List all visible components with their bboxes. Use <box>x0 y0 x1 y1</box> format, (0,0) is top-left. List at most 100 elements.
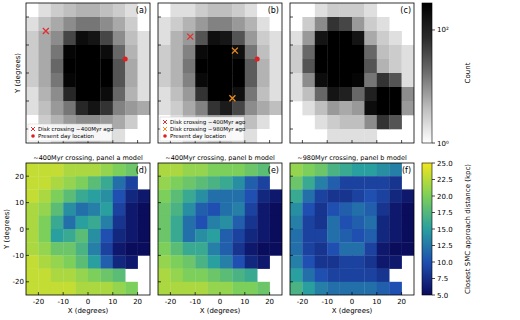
cell <box>158 255 171 269</box>
cell <box>290 163 303 177</box>
cell <box>63 203 76 217</box>
cell <box>389 203 402 217</box>
y-tick <box>290 129 293 130</box>
cell <box>51 189 64 203</box>
cell <box>270 45 282 59</box>
colorbar-tick <box>432 143 435 144</box>
cell <box>76 73 89 87</box>
x-label: X (degrees) <box>68 307 109 315</box>
cell <box>257 101 270 115</box>
cell <box>170 242 183 256</box>
cell <box>270 242 282 256</box>
cell <box>364 87 377 101</box>
cell <box>158 87 171 101</box>
cell <box>88 59 101 73</box>
cell <box>245 73 258 87</box>
cell <box>232 163 245 177</box>
cell <box>352 216 365 230</box>
cell <box>100 59 113 73</box>
cell <box>26 203 39 217</box>
cell <box>377 216 390 230</box>
cell <box>245 255 258 269</box>
x-tick-label: -20 <box>297 298 308 306</box>
cell <box>377 45 390 59</box>
cell <box>38 269 51 283</box>
cell <box>302 31 315 45</box>
cell <box>270 115 282 129</box>
cell <box>100 189 113 203</box>
x-tick <box>269 292 270 295</box>
cell <box>327 59 340 73</box>
cell <box>113 115 126 129</box>
cell <box>340 176 353 190</box>
cell <box>88 282 101 295</box>
cell <box>88 73 101 87</box>
cell <box>245 203 258 217</box>
panel-title: ~400Myr crossing, panel b model <box>165 154 275 162</box>
cell <box>113 203 126 217</box>
cell <box>327 176 340 190</box>
y-tick <box>26 229 29 230</box>
cell <box>352 189 365 203</box>
cell <box>26 255 39 269</box>
cell <box>138 31 150 45</box>
cell <box>302 216 315 230</box>
cell <box>302 17 315 31</box>
cell <box>257 31 270 45</box>
colorbar-tick <box>432 245 435 246</box>
cell <box>340 17 353 31</box>
cell <box>327 282 340 295</box>
legend-label: Present day location <box>38 133 95 140</box>
cell <box>245 269 258 283</box>
cell <box>315 216 328 230</box>
cell <box>158 189 171 203</box>
x-tick-label: -20 <box>165 298 176 306</box>
cell <box>377 282 390 295</box>
legend-symbol <box>31 134 35 138</box>
cell <box>26 282 39 295</box>
cell <box>352 129 365 143</box>
cell <box>290 242 303 256</box>
cell <box>158 176 171 190</box>
x-label: X (degrees) <box>332 307 373 315</box>
cell <box>170 17 183 31</box>
cell <box>100 242 113 256</box>
plot-area <box>26 163 150 295</box>
cell <box>38 3 51 17</box>
cell <box>270 101 282 115</box>
cell <box>232 101 245 115</box>
cell <box>63 59 76 73</box>
y-tick-label: 20 <box>15 173 24 181</box>
cell <box>51 229 64 243</box>
cell <box>232 203 245 217</box>
cell <box>220 73 233 87</box>
cell <box>232 73 245 87</box>
cell <box>170 31 183 45</box>
cell <box>340 282 353 295</box>
cell <box>63 189 76 203</box>
cell <box>232 216 245 230</box>
cell <box>38 163 51 177</box>
cell <box>38 282 51 295</box>
cell <box>100 3 113 17</box>
cell <box>352 87 365 101</box>
cell <box>183 163 196 177</box>
cell <box>340 242 353 256</box>
cell <box>63 17 76 31</box>
cell <box>232 87 245 101</box>
cell <box>183 87 196 101</box>
cell <box>76 17 89 31</box>
cell <box>327 216 340 230</box>
y-tick <box>26 45 29 46</box>
cell <box>327 3 340 17</box>
cell <box>220 31 233 45</box>
cell <box>327 87 340 101</box>
cell <box>352 176 365 190</box>
cell <box>257 216 270 230</box>
x-tick <box>269 140 270 143</box>
cell <box>208 73 221 87</box>
y-tick <box>290 229 293 230</box>
cell <box>364 17 377 31</box>
cell <box>76 203 89 217</box>
cell <box>100 163 113 177</box>
